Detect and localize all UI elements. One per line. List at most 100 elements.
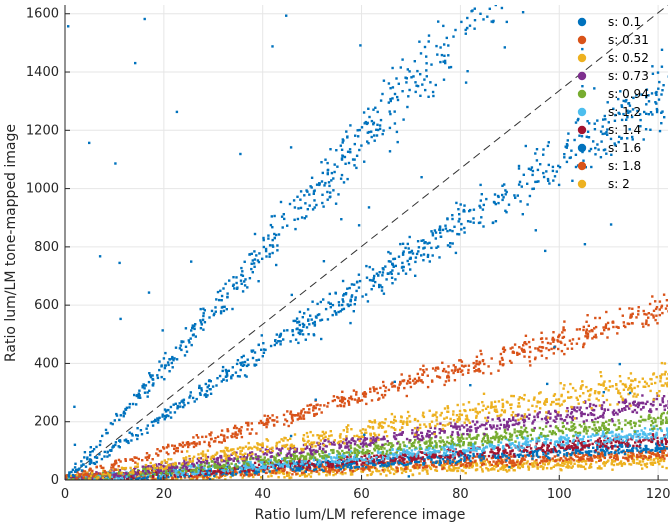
data-point [509,450,512,453]
data-point [655,442,658,445]
data-point [199,457,203,460]
data-point [652,400,655,403]
data-point [278,448,281,451]
data-point [102,473,105,476]
data-point [627,377,630,380]
data-point [413,448,417,451]
data-point [222,463,225,467]
data-point [363,437,367,440]
data-point [665,466,668,470]
data-point [337,468,340,472]
data-point [290,461,293,464]
data-point [455,463,459,466]
data-point [260,458,263,461]
data-point [431,446,435,449]
data-point [578,408,581,412]
data-point [155,463,158,466]
data-point [659,417,663,420]
data-point [154,470,157,473]
data-point [472,454,475,458]
data-point [611,447,614,450]
data-point [101,476,105,479]
data-point [181,469,184,473]
data-point [627,442,630,446]
data-point [180,473,183,477]
data-point [523,428,526,432]
data-point [644,455,647,459]
data-point [610,451,613,454]
data-point [497,440,500,444]
data-point [288,476,291,480]
data-point [459,439,463,443]
data-point [568,440,571,443]
data-point [451,430,454,434]
data-point [510,446,513,450]
data-point [414,462,417,466]
data-point [577,431,580,435]
data-point [566,390,570,394]
data-point [461,452,464,455]
data-point [607,459,610,462]
data-point [271,461,274,464]
data-point [426,456,429,459]
data-point [473,423,477,426]
data-point [661,422,664,425]
data-point [417,457,420,460]
data-point [507,456,511,459]
data-point [574,455,578,458]
data-point [623,407,626,410]
data-point [280,438,283,441]
data-point [433,453,436,457]
data-point [629,372,633,375]
data-point [574,426,577,429]
data-point [595,431,598,435]
data-point [656,440,659,443]
data-point [496,464,499,467]
data-point [68,478,71,480]
data-point [630,426,633,429]
data-point [625,405,628,408]
data-point [499,467,502,470]
data-point [445,440,449,444]
data-point [321,455,324,458]
data-point [205,459,209,463]
data-point [458,413,462,416]
data-point [605,440,608,443]
data-point [435,445,438,448]
data-point [374,466,377,470]
data-point [273,472,276,475]
data-point [492,464,496,468]
data-point [265,461,268,464]
data-point [137,469,141,473]
data-point [285,461,289,464]
data-point [457,466,460,470]
data-point [485,419,489,422]
data-point [397,447,400,450]
data-point [433,455,437,459]
data-point [653,458,656,461]
data-point [209,475,212,478]
data-point [355,465,358,469]
data-point [266,450,269,453]
data-point [667,452,668,455]
data-point [295,466,298,470]
data-point [556,463,559,467]
data-point [319,461,322,464]
data-point [222,465,225,469]
data-point [518,405,521,408]
data-point [81,478,84,480]
data-point [380,447,383,450]
data-point [578,394,582,398]
data-point [473,460,476,463]
data-point [458,437,461,441]
data-point [218,465,222,469]
data-point [402,448,406,451]
data-point [566,461,570,464]
data-point [268,470,271,473]
data-point [540,465,543,468]
data-point [522,398,526,401]
data-point [567,444,570,447]
data-point [291,457,294,461]
data-point [609,431,612,434]
data-point [353,443,357,446]
